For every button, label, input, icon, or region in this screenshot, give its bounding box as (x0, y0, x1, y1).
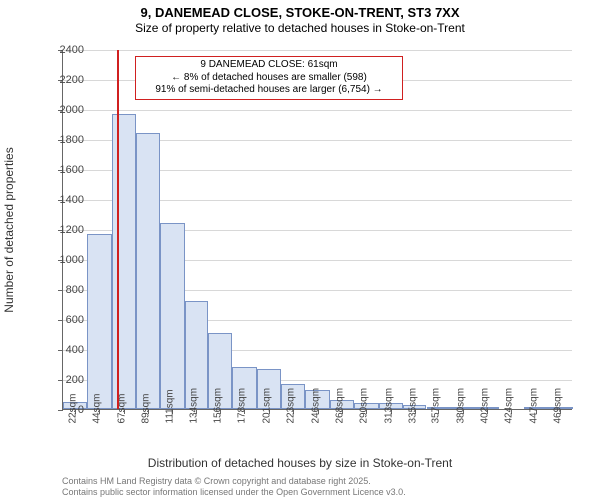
annotation-box: 9 DANEMEAD CLOSE: 61sqm← 8% of detached … (135, 56, 403, 100)
histogram-bar (136, 133, 160, 409)
ytick-label: 400 (44, 344, 84, 356)
ytick-label: 2000 (44, 104, 84, 116)
ytick-label: 200 (44, 374, 84, 386)
chart-title-line1: 9, DANEMEAD CLOSE, STOKE-ON-TRENT, ST3 7… (0, 0, 600, 21)
annotation-line1: 9 DANEMEAD CLOSE: 61sqm (140, 59, 398, 72)
histogram-bar (160, 223, 185, 409)
footer-attribution: Contains HM Land Registry data © Crown c… (62, 476, 406, 498)
chart-title-line2: Size of property relative to detached ho… (0, 21, 600, 35)
ytick-label: 1600 (44, 164, 84, 176)
footer-line2: Contains public sector information licen… (62, 487, 406, 498)
histogram-bar (112, 114, 136, 410)
footer-line1: Contains HM Land Registry data © Crown c… (62, 476, 406, 487)
ytick-label: 1200 (44, 224, 84, 236)
plot-area: 22sqm44sqm67sqm89sqm111sqm134sqm156sqm17… (62, 50, 572, 410)
ytick-label: 2200 (44, 74, 84, 86)
histogram-bar (87, 234, 112, 410)
ytick-label: 2400 (44, 44, 84, 56)
marker-line (117, 50, 119, 409)
annotation-line2: ← 8% of detached houses are smaller (598… (140, 72, 398, 85)
ytick-label: 600 (44, 314, 84, 326)
ytick-label: 1400 (44, 194, 84, 206)
annotation-line3: 91% of semi-detached houses are larger (… (140, 84, 398, 97)
x-axis-label: Distribution of detached houses by size … (0, 456, 600, 470)
ytick-label: 1000 (44, 254, 84, 266)
y-axis-label: Number of detached properties (2, 147, 16, 312)
gridline (63, 110, 572, 111)
ytick-label: 800 (44, 284, 84, 296)
gridline (63, 50, 572, 51)
ytick-label: 0 (44, 404, 84, 416)
ytick-label: 1800 (44, 134, 84, 146)
